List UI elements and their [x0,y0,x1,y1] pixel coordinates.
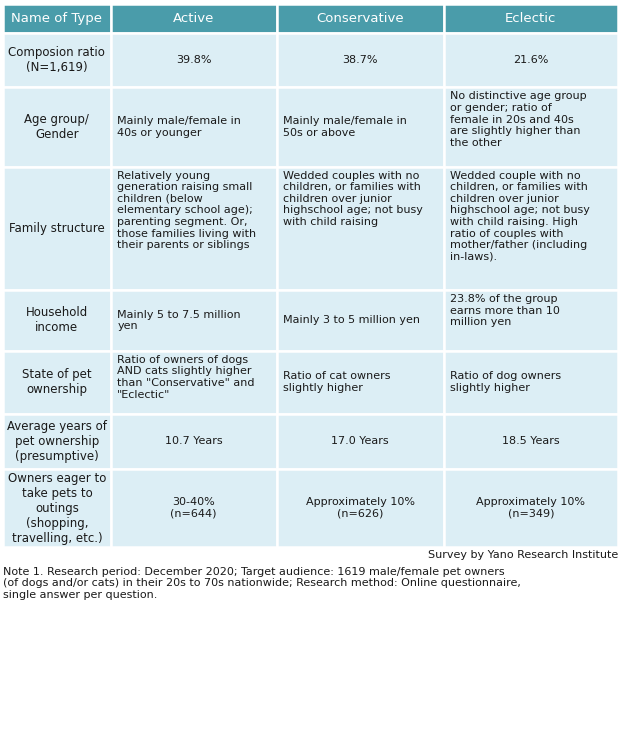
Text: Ratio of dog owners
slightly higher: Ratio of dog owners slightly higher [450,371,561,393]
Bar [444,166,618,290]
Text: Approximately 10%
(n=349): Approximately 10% (n=349) [476,497,586,519]
Bar [3,469,111,547]
Text: Family structure: Family structure [9,222,105,235]
Bar [3,414,111,469]
Bar [277,33,444,87]
Bar [444,4,618,33]
Text: Mainly 3 to 5 million yen: Mainly 3 to 5 million yen [283,315,420,326]
Bar [3,166,111,290]
Bar [277,4,444,33]
Text: Household
income: Household income [26,306,88,334]
Text: Relatively young
generation raising small
children (below
elementary school age): Relatively young generation raising smal… [117,170,256,250]
Text: Mainly 5 to 7.5 million
yen: Mainly 5 to 7.5 million yen [117,309,241,332]
Text: 10.7 Years: 10.7 Years [165,437,222,446]
Bar [277,290,444,351]
Text: Name of Type: Name of Type [11,12,102,25]
Text: 23.8% of the group
earns more than 10
million yen: 23.8% of the group earns more than 10 mi… [450,294,560,327]
Bar [444,290,618,351]
Text: No distinctive age group
or gender; ratio of
female in 20s and 40s
are slightly : No distinctive age group or gender; rati… [450,91,587,148]
Text: Approximately 10%
(n=626): Approximately 10% (n=626) [306,497,415,519]
Text: Owners eager to
take pets to
outings
(shopping,
travelling, etc.): Owners eager to take pets to outings (sh… [7,471,106,545]
Text: 39.8%: 39.8% [176,56,211,65]
Bar [3,4,111,33]
Text: 21.6%: 21.6% [513,56,548,65]
Bar [111,414,277,469]
Text: Average years of
pet ownership
(presumptive): Average years of pet ownership (presumpt… [7,420,107,463]
Text: 18.5 Years: 18.5 Years [502,437,560,446]
Bar [444,414,618,469]
Bar [277,414,444,469]
Bar [111,469,277,547]
Bar [111,33,277,87]
Text: Eclectic: Eclectic [505,12,556,25]
Text: Ratio of cat owners
slightly higher: Ratio of cat owners slightly higher [283,371,391,393]
Text: Wedded couple with no
children, or families with
children over junior
highschool: Wedded couple with no children, or famil… [450,170,591,262]
Bar [3,290,111,351]
Bar [3,351,111,414]
Bar [444,33,618,87]
Bar [277,87,444,166]
Text: Conservative: Conservative [317,12,404,25]
Bar [111,87,277,166]
Text: State of pet
ownership: State of pet ownership [22,369,92,396]
Bar [444,87,618,166]
Text: Wedded couples with no
children, or families with
children over junior
highschoo: Wedded couples with no children, or fami… [283,170,423,227]
Bar [111,4,277,33]
Text: Composion ratio
(N=1,619): Composion ratio (N=1,619) [9,47,106,74]
Text: Ratio of owners of dogs
AND cats slightly higher
than "Conservative" and
"Eclect: Ratio of owners of dogs AND cats slightl… [117,354,255,400]
Bar [111,166,277,290]
Bar [277,469,444,547]
Bar [277,351,444,414]
Bar [3,33,111,87]
Bar [444,469,618,547]
Text: 17.0 Years: 17.0 Years [332,437,389,446]
Bar [3,87,111,166]
Text: Note 1. Research period: December 2020; Target audience: 1619 male/female pet ow: Note 1. Research period: December 2020; … [3,567,521,600]
Text: Survey by Yano Research Institute: Survey by Yano Research Institute [428,550,618,560]
Text: Active: Active [173,12,214,25]
Bar [444,351,618,414]
Text: 38.7%: 38.7% [343,56,378,65]
Bar [111,290,277,351]
Text: Mainly male/female in
50s or above: Mainly male/female in 50s or above [283,116,407,138]
Bar [111,351,277,414]
Text: Age group/
Gender: Age group/ Gender [24,113,89,141]
Text: Mainly male/female in
40s or younger: Mainly male/female in 40s or younger [117,116,241,138]
Bar [277,166,444,290]
Text: 30-40%
(n=644): 30-40% (n=644) [170,497,217,519]
